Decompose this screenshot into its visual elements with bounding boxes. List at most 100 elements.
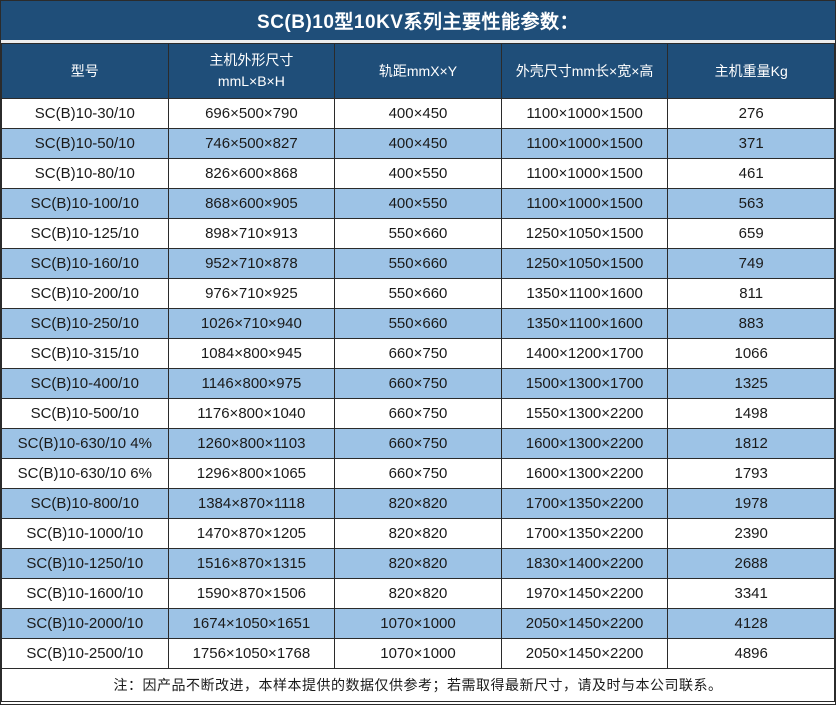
table-cell: 1674×1050×1651 xyxy=(167,608,336,639)
table-cell: 1970×1450×2200 xyxy=(500,578,669,609)
column-header: 轨距mmX×Y xyxy=(334,43,502,99)
table-cell: 1793 xyxy=(667,458,835,489)
table-cell: 1325 xyxy=(667,368,835,399)
page-title: SC(B)10型10KV系列主要性能参数： xyxy=(1,1,835,43)
table-cell: 1100×1000×1500 xyxy=(500,128,669,159)
table-row: SC(B)10-1250/10 1516×870×1315 820×820 1830×… xyxy=(1,548,835,579)
column-header: 型号 xyxy=(1,43,169,99)
table-cell: 746×500×827 xyxy=(167,128,336,159)
table-cell: 1600×1300×2200 xyxy=(500,428,669,459)
table-cell: 820×820 xyxy=(334,578,502,609)
table-cell: 660×750 xyxy=(334,458,502,489)
table-cell: 749 xyxy=(667,248,835,279)
table-cell: SC(B)10-1000/10 xyxy=(1,518,169,549)
table-cell: 1146×800×975 xyxy=(167,368,336,399)
table-row: SC(B)10-630/10 4% 1260×800×1103 660×750 160… xyxy=(1,428,835,459)
table-cell: 550×660 xyxy=(334,218,502,249)
table-cell: 826×600×868 xyxy=(167,158,336,189)
table-foot: 注：因产品不断改进，本样本提供的数据仅供参考；若需取得最新尺寸，请及时与本公司联… xyxy=(1,668,835,702)
table-cell: 696×500×790 xyxy=(167,98,336,129)
table-row: SC(B)10-630/10 6% 1296×800×1065 660×750 160… xyxy=(1,458,835,489)
note-row: 注：因产品不断改进，本样本提供的数据仅供参考；若需取得最新尺寸，请及时与本公司联… xyxy=(1,668,835,702)
table-cell: 4896 xyxy=(667,638,835,669)
table-cell: 1250×1050×1500 xyxy=(500,218,669,249)
table-cell: SC(B)10-200/10 xyxy=(1,278,169,309)
table-cell: 400×550 xyxy=(334,188,502,219)
table-cell: 550×660 xyxy=(334,278,502,309)
table-cell: 883 xyxy=(667,308,835,339)
table-cell: SC(B)10-2500/10 xyxy=(1,638,169,669)
table-cell: 1026×710×940 xyxy=(167,308,336,339)
table-cell: SC(B)10-315/10 xyxy=(1,338,169,369)
table-cell: 1350×1100×1600 xyxy=(500,308,669,339)
table-cell: 1830×1400×2200 xyxy=(500,548,669,579)
table-cell: SC(B)10-800/10 xyxy=(1,488,169,519)
table-cell: 660×750 xyxy=(334,338,502,369)
table-cell: 820×820 xyxy=(334,488,502,519)
table-cell: SC(B)10-125/10 xyxy=(1,218,169,249)
note-text: 注：因产品不断改进，本样本提供的数据仅供参考；若需取得最新尺寸，请及时与本公司联… xyxy=(1,668,835,702)
table-row: SC(B)10-160/10 952×710×878 550×660 1250×105… xyxy=(1,248,835,279)
table-head: 型号 主机外形尺寸 mmL×B×H 轨距mmX×Y 外壳尺寸mm长×宽×高 主机重量Kg xyxy=(1,43,835,99)
table-cell: 820×820 xyxy=(334,518,502,549)
table-row: SC(B)10-100/10 868×600×905 400×550 1100×100… xyxy=(1,188,835,219)
table-cell: 371 xyxy=(667,128,835,159)
table-cell: SC(B)10-1250/10 xyxy=(1,548,169,579)
table-cell: SC(B)10-30/10 xyxy=(1,98,169,129)
table-cell: 1066 xyxy=(667,338,835,369)
table-cell: 1384×870×1118 xyxy=(167,488,336,519)
table-cell: 2688 xyxy=(667,548,835,579)
table-cell: 1812 xyxy=(667,428,835,459)
table-cell: SC(B)10-630/10 6% xyxy=(1,458,169,489)
table-cell: 820×820 xyxy=(334,548,502,579)
table-cell: 868×600×905 xyxy=(167,188,336,219)
table-cell: SC(B)10-80/10 xyxy=(1,158,169,189)
table-cell: 400×450 xyxy=(334,128,502,159)
table-row: SC(B)10-400/10 1146×800×975 660×750 1500×13… xyxy=(1,368,835,399)
table-row: SC(B)10-200/10 976×710×925 550×660 1350×110… xyxy=(1,278,835,309)
table-cell: SC(B)10-50/10 xyxy=(1,128,169,159)
table-cell: 1176×800×1040 xyxy=(167,398,336,429)
table-cell: 1500×1300×1700 xyxy=(500,368,669,399)
table-cell: 898×710×913 xyxy=(167,218,336,249)
table-cell: 1600×1300×2200 xyxy=(500,458,669,489)
table-cell: 461 xyxy=(667,158,835,189)
table-cell: 1084×800×945 xyxy=(167,338,336,369)
table-row: SC(B)10-80/10 826×600×868 400×550 1100×1000… xyxy=(1,158,835,189)
table-cell: SC(B)10-100/10 xyxy=(1,188,169,219)
table-cell: SC(B)10-630/10 4% xyxy=(1,428,169,459)
table-cell: 1250×1050×1500 xyxy=(500,248,669,279)
table-cell: 660×750 xyxy=(334,398,502,429)
table-cell: 550×660 xyxy=(334,308,502,339)
column-header: 主机外形尺寸 mmL×B×H xyxy=(167,43,336,99)
table-cell: 550×660 xyxy=(334,248,502,279)
table-cell: SC(B)10-250/10 xyxy=(1,308,169,339)
table-cell: 660×750 xyxy=(334,368,502,399)
table-cell: SC(B)10-400/10 xyxy=(1,368,169,399)
table-row: SC(B)10-30/10 696×500×790 400×450 1100×1000… xyxy=(1,98,835,129)
table-cell: 976×710×925 xyxy=(167,278,336,309)
table-cell: 563 xyxy=(667,188,835,219)
table-row: SC(B)10-1600/10 1590×870×1506 820×820 1970×… xyxy=(1,578,835,609)
table-cell: 1590×870×1506 xyxy=(167,578,336,609)
table-cell: 1100×1000×1500 xyxy=(500,98,669,129)
table-cell: 400×450 xyxy=(334,98,502,129)
table-cell: 1100×1000×1500 xyxy=(500,188,669,219)
table-cell: 1700×1350×2200 xyxy=(500,518,669,549)
table-cell: 1516×870×1315 xyxy=(167,548,336,579)
table-row: SC(B)10-2500/10 1756×1050×1768 1070×1000 20… xyxy=(1,638,835,669)
header-row: 型号 主机外形尺寸 mmL×B×H 轨距mmX×Y 外壳尺寸mm长×宽×高 主机重量Kg xyxy=(1,43,835,99)
table-cell: SC(B)10-500/10 xyxy=(1,398,169,429)
table-row: SC(B)10-315/10 1084×800×945 660×750 1400×12… xyxy=(1,338,835,369)
table-cell: 1350×1100×1600 xyxy=(500,278,669,309)
table-row: SC(B)10-1000/10 1470×870×1205 820×820 1700×… xyxy=(1,518,835,549)
table-row: SC(B)10-125/10 898×710×913 550×660 1250×105… xyxy=(1,218,835,249)
table-cell: 1070×1000 xyxy=(334,638,502,669)
table-row: SC(B)10-2000/10 1674×1050×1651 1070×1000 20… xyxy=(1,608,835,639)
column-header: 外壳尺寸mm长×宽×高 xyxy=(500,43,669,99)
table-cell: 400×550 xyxy=(334,158,502,189)
table-cell: 3341 xyxy=(667,578,835,609)
table-cell: 1070×1000 xyxy=(334,608,502,639)
table-row: SC(B)10-250/10 1026×710×940 550×660 1350×11… xyxy=(1,308,835,339)
table-cell: 2050×1450×2200 xyxy=(500,608,669,639)
